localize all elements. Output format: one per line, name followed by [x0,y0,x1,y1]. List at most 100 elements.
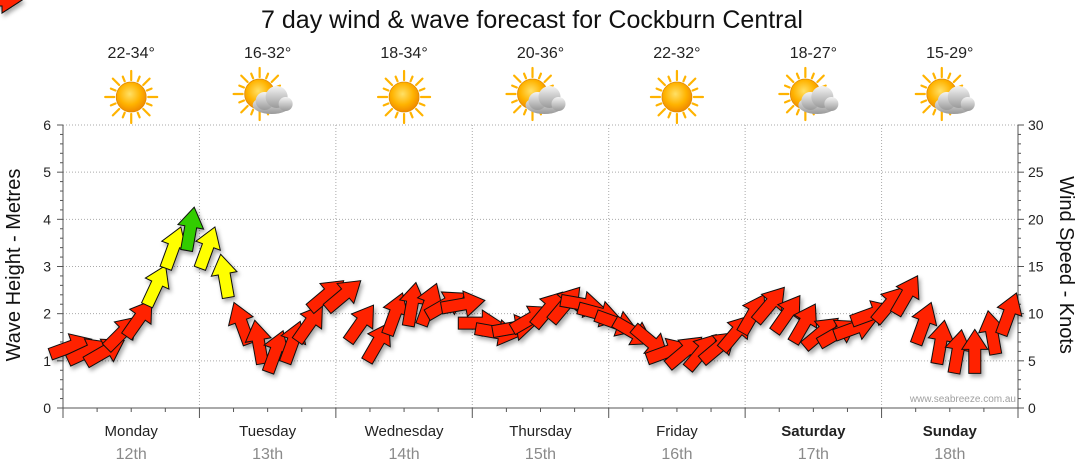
wind-arrow [927,319,955,366]
day-temperature: 18-27° [790,45,837,62]
wind-arrow-shape [120,299,153,341]
wind-arrow-shape [750,286,785,326]
wind-arrow-shape [889,274,920,318]
date-label: 14th [389,446,420,463]
sun-ray [795,108,800,116]
partly-cloudy-icon [232,66,293,122]
sun-ray [952,74,962,84]
sun-ray [522,108,528,116]
right-axis-label: Wind Speed - Knots [1055,176,1077,354]
sun-ray [543,74,552,84]
wind-arrow-shape [415,282,443,328]
wind-arrow [439,290,486,318]
sun-ray [657,77,667,87]
sun-rays [376,69,432,125]
sun-ray [384,77,394,87]
wind-series [0,0,1023,375]
day-label: Friday [656,423,698,440]
date-label: 15th [525,446,556,463]
wind-arrow-shape [960,328,989,374]
sun-ray [667,75,672,83]
sun-ray [382,87,390,92]
wind-arrow-shape [995,292,1023,338]
sun-ray [920,84,928,89]
sun-ray [240,104,249,114]
sun-ray [687,77,697,87]
sun-disc [661,81,693,113]
wind-arrow [140,264,170,309]
left-tick-label: 1 [43,353,51,369]
date-label: 18th [934,446,965,463]
partly-cloudy-icon [778,66,839,122]
sun-ray [783,84,791,89]
sun-ray [111,107,121,117]
sun-ray [240,74,249,84]
sun-ray [382,102,390,107]
sun-ray [511,99,518,104]
wind-arrow [120,299,153,341]
day-label: Tuesday [239,423,296,440]
sun-ray [136,111,141,119]
wind-arrow-shape [439,290,486,318]
wind-arrow [193,226,221,271]
wind-arrow-shape [977,309,1006,356]
sun-ray [270,74,280,84]
sun-ray [145,102,153,107]
sun-ray [947,72,952,80]
sun-ray [667,111,672,119]
sunny-icon [104,69,159,125]
wind-arrow-shape [322,280,362,315]
cloud [252,86,293,114]
sun-ray [384,107,394,117]
sun-ray [816,74,825,84]
sun-ray [394,111,399,119]
sun-ray [691,87,699,92]
sun-ray [795,72,800,80]
sun-ray [394,75,399,83]
cloud-puff [551,97,566,111]
wind-arrow [889,274,920,318]
left-tick-label: 5 [43,164,51,180]
wind-arrow-shape [381,292,409,338]
sun-rays [649,69,705,125]
wind-arrow [291,304,323,346]
day-temperature: 16-32° [244,45,291,62]
wind-arrow [769,294,801,336]
wind-arrow [381,292,409,338]
partly-cloudy-icon [914,66,975,122]
cloud-puff [278,97,293,111]
day-label: Thursday [509,423,572,440]
sun-ray [409,111,414,119]
cloud-puff [960,97,975,111]
date-label: 12th [116,446,147,463]
day-label: Saturday [781,423,846,440]
sun-ray [682,111,687,119]
wind-arrow [960,328,989,374]
day-temperature: 22-32° [653,45,700,62]
sun-ray [109,87,117,92]
sun-ray [142,107,151,117]
sun-ray [537,72,543,80]
sun-ray [414,107,424,117]
wind-arrow [995,292,1023,338]
sun-ray [513,104,522,114]
wind-arrow [176,206,205,253]
wind-arrow [944,328,972,375]
wind-arrow-shape [769,294,801,336]
sun-ray [783,99,791,104]
wind-arrow [750,286,785,326]
sun-ray [250,108,255,116]
sun-ray [418,102,426,107]
wind-arrow-shape [0,0,23,14]
day-label: Sunday [923,423,978,440]
sun-ray [142,77,151,87]
date-label: 13th [252,446,283,463]
left-tick-label: 3 [43,259,51,275]
wind-arrow-shape [176,206,205,253]
cloud [525,86,566,114]
sun-ray [682,75,687,83]
sun-ray [522,72,528,80]
watermark: www.seabreeze.com.au [909,394,1016,405]
sun-ray [920,99,928,104]
